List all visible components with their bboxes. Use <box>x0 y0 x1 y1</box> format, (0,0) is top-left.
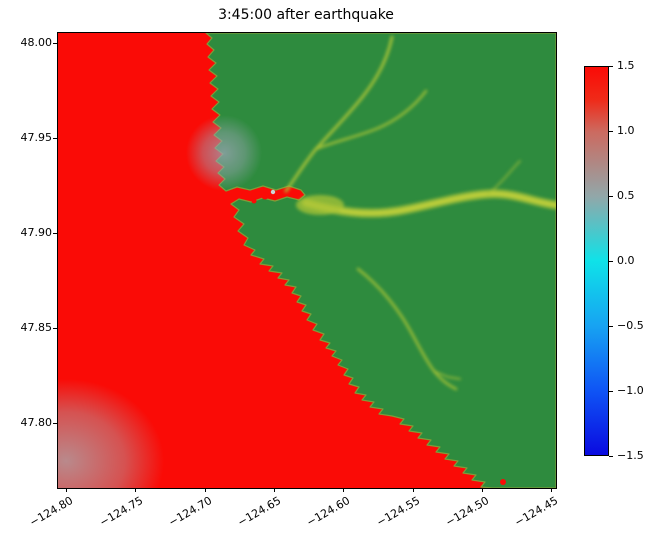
colorbar-tick-mark <box>609 326 613 327</box>
colorbar-tick-mark <box>609 391 613 392</box>
colorbar-tick-mark <box>609 66 613 67</box>
wave-disturbance-patch-southwest <box>58 379 164 488</box>
y-tick-label: 47.80 <box>20 416 53 429</box>
river-path-south <box>356 267 458 391</box>
river-path-north-main <box>284 35 394 193</box>
x-tick-mark <box>135 488 137 492</box>
colorbar-tick-label: 1.0 <box>617 124 635 137</box>
y-tick-mark <box>53 328 57 329</box>
plot-area <box>57 32 557 489</box>
harbor-dot-red-1 <box>261 192 269 200</box>
x-tick-mark <box>412 488 414 492</box>
x-tick-mark <box>66 488 67 492</box>
x-tick-label: −124.45 <box>512 494 561 530</box>
x-tick-label: −124.65 <box>235 494 284 530</box>
x-tick-mark <box>273 488 275 492</box>
x-tick-mark <box>343 488 345 492</box>
river-path-south-spur <box>433 370 461 380</box>
river-path-north-branch <box>314 89 428 151</box>
river-path-northeast-fork <box>487 160 521 195</box>
x-tick-label: −124.55 <box>374 494 422 530</box>
x-tick-label: −124.70 <box>166 494 215 530</box>
y-tick-mark <box>53 43 57 44</box>
x-tick-label: −124.60 <box>304 494 353 530</box>
colorbar-tick-label: 0.0 <box>617 254 635 267</box>
colorbar-tick-label: 1.5 <box>617 59 635 72</box>
y-tick-label: 47.85 <box>20 321 53 334</box>
river-path-estuary-bright <box>304 192 556 215</box>
y-tick-label: 48.00 <box>20 36 53 49</box>
harbor-dot-red-2 <box>251 198 257 204</box>
y-tick-label: 47.95 <box>20 131 53 144</box>
colorbar-tick-label: −0.5 <box>617 319 644 332</box>
x-tick-label: −124.80 <box>27 494 76 530</box>
colorbar-tick-mark <box>609 131 613 132</box>
x-tick-mark <box>481 488 483 492</box>
colorbar-tick-label: 0.5 <box>617 189 635 202</box>
colorbar <box>584 66 609 456</box>
y-tick-mark <box>53 423 57 424</box>
colorbar-tick-mark <box>609 261 613 262</box>
colorbar-tick-mark <box>609 196 613 197</box>
x-tick-label: −124.75 <box>96 494 145 530</box>
x-tick-label: −124.50 <box>443 494 492 530</box>
harbor-dot-light <box>270 189 276 195</box>
colorbar-tick-label: −1.5 <box>617 449 644 462</box>
x-tick-mark <box>204 488 206 492</box>
wave-disturbance-patch-north <box>186 115 262 191</box>
plot-title: 3:45:00 after earthquake <box>218 7 394 23</box>
river-channels <box>284 35 556 391</box>
colorbar-tick-mark <box>609 456 613 457</box>
harbor-detail <box>251 189 506 485</box>
estuary-mouth-patch <box>296 195 344 215</box>
y-tick-mark <box>53 233 57 234</box>
coast-red-speck-south <box>500 479 506 485</box>
y-tick-mark <box>53 138 57 139</box>
colorbar-tick-label: −1.0 <box>617 384 644 397</box>
x-tick-mark <box>551 488 553 492</box>
y-tick-label: 47.90 <box>20 226 53 239</box>
map <box>58 33 556 488</box>
colorbar-gradient <box>585 67 608 455</box>
